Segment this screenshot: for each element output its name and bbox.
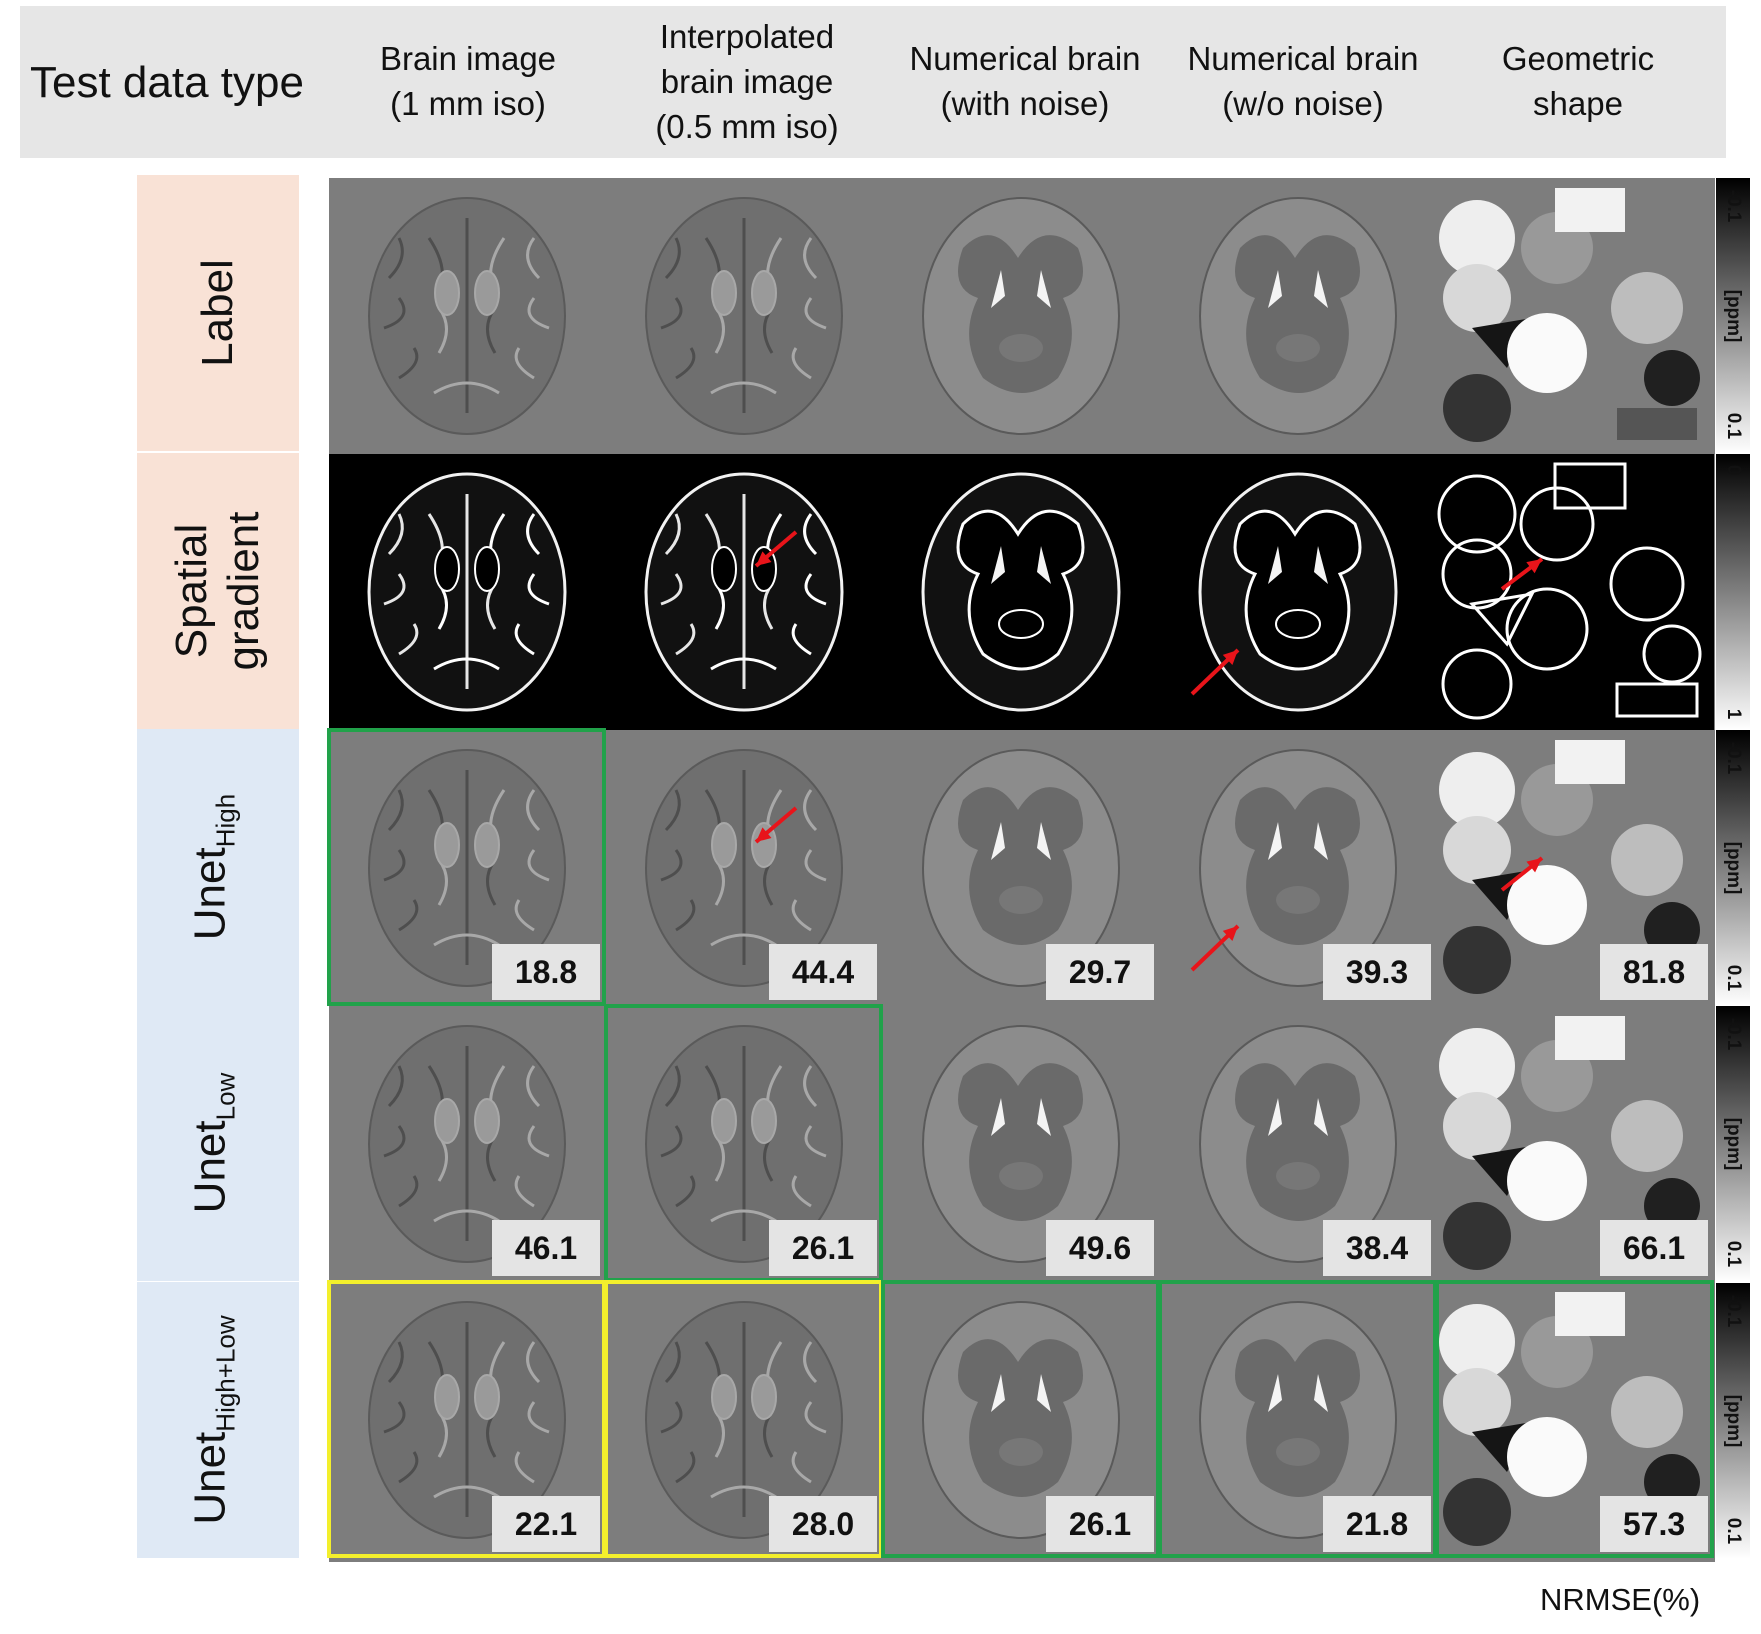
nrmse-badge: 26.1 <box>769 1220 877 1276</box>
row-label-label: Label <box>137 175 299 451</box>
row-label-unet-low: UnetLow <box>137 1005 299 1281</box>
panel-gradient-interp <box>606 454 883 730</box>
nrmse-badge: 21.8 <box>1323 1496 1431 1552</box>
colorbar-unet-high-low: -0.1 [ppm] 0.1 <box>1716 1283 1750 1559</box>
panel-gradient-num-noise <box>883 454 1160 730</box>
panel-unet-high-num-noise: 29.7 <box>883 730 1160 1006</box>
panel-label-interp <box>606 178 883 454</box>
panel-label-brain <box>329 178 606 454</box>
panel-unet-high-geometric: 81.8 <box>1437 730 1714 1006</box>
colorbar-label: -0.1 [ppm] 0.1 <box>1716 178 1750 454</box>
panel-gradient-geometric <box>1437 454 1714 730</box>
panel-gradient-brain <box>329 454 606 730</box>
panel-label-num-noise <box>883 178 1160 454</box>
colorbar-unet-low: -0.1 [ppm] 0.1 <box>1716 1006 1750 1282</box>
nrmse-badge: 66.1 <box>1600 1220 1708 1276</box>
panel-unet-high-low-num-noise: 26.1 <box>883 1282 1160 1558</box>
row-label-unet-high-low: UnetHigh+Low <box>137 1282 299 1558</box>
nrmse-badge: 57.3 <box>1600 1496 1708 1552</box>
nrmse-badge: 46.1 <box>492 1220 600 1276</box>
column-header-numerical-noise: Numerical brain (with noise) <box>909 40 1141 122</box>
nrmse-badge: 81.8 <box>1600 944 1708 1000</box>
panel-unet-low-num-clean: 38.4 <box>1160 1006 1437 1282</box>
panel-unet-low-geometric: 66.1 <box>1437 1006 1714 1282</box>
colorbar-gradient: 0 1 <box>1716 454 1750 730</box>
column-header-numerical-no-noise: Numerical brain (w/o noise) <box>1187 40 1419 122</box>
panel-unet-low-brain: 46.1 <box>329 1006 606 1282</box>
header-band: Test data type <box>20 6 1726 158</box>
panel-unet-high-brain: 18.8 <box>329 730 606 1006</box>
panel-unet-high-interp: 44.4 <box>606 730 883 1006</box>
panel-unet-high-low-geometric: 57.3 <box>1437 1282 1714 1558</box>
nrmse-badge: 49.6 <box>1046 1220 1154 1276</box>
nrmse-badge: 18.8 <box>492 944 600 1000</box>
nrmse-badge: 29.7 <box>1046 944 1154 1000</box>
nrmse-caption: NRMSE(%) <box>1540 1582 1701 1617</box>
column-header-geometric-shape: Geometric shape <box>1501 40 1655 122</box>
image-grid: 18.8 44.4 29.7 39.3 81.8 46.1 26.1 49.6 38.4 66.1… <box>327 178 1715 1562</box>
column-header-brain-image: Brain image (1 mm iso) <box>379 40 557 122</box>
panel-gradient-num-clean <box>1160 454 1437 730</box>
row-label-spatial-gradient: Spatial gradient <box>137 453 299 729</box>
panel-unet-high-low-brain: 22.1 <box>329 1282 606 1558</box>
panel-unet-low-num-noise: 49.6 <box>883 1006 1160 1282</box>
colorbar-unet-high: -0.1 [ppm] 0.1 <box>1716 730 1750 1006</box>
nrmse-badge: 26.1 <box>1046 1496 1154 1552</box>
panel-label-geometric <box>1437 178 1714 454</box>
panel-unet-high-low-num-clean: 21.8 <box>1160 1282 1437 1558</box>
panel-label-num-clean <box>1160 178 1437 454</box>
panel-unet-high-low-interp: 28.0 <box>606 1282 883 1558</box>
test-data-type-title: Test data type <box>30 58 304 107</box>
nrmse-badge: 22.1 <box>492 1496 600 1552</box>
nrmse-badge: 39.3 <box>1323 944 1431 1000</box>
nrmse-badge: 44.4 <box>769 944 877 1000</box>
panel-unet-low-interp: 26.1 <box>606 1006 883 1282</box>
nrmse-badge: 38.4 <box>1323 1220 1431 1276</box>
panel-unet-high-num-clean: 39.3 <box>1160 730 1437 1006</box>
column-header-interpolated-brain: Interpolated brain image (0.5 mm iso) <box>655 18 839 145</box>
nrmse-badge: 28.0 <box>769 1496 877 1552</box>
row-label-unet-high: UnetHigh <box>137 729 299 1005</box>
